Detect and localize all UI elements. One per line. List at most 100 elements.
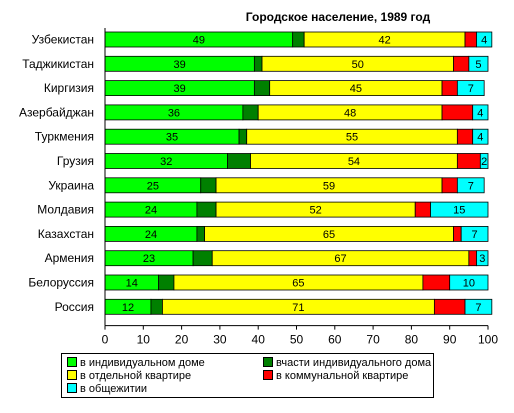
bar-segment	[422, 274, 451, 291]
data-label: 49	[193, 35, 205, 47]
bar-segment	[464, 31, 477, 48]
bar-segment	[253, 55, 263, 72]
category-label: Азербайджан	[19, 105, 94, 119]
bar-segment	[441, 177, 458, 194]
category-label: Грузия	[57, 154, 94, 168]
data-label: 4	[477, 132, 483, 144]
data-label: 12	[122, 302, 134, 314]
bar-segment	[456, 128, 474, 145]
data-label: 35	[166, 132, 178, 144]
category-label: Казахстан	[38, 227, 94, 241]
x-tick-label: 20	[175, 333, 189, 347]
x-tick-label: 70	[366, 333, 380, 347]
x-tick-label: 60	[328, 333, 342, 347]
bar-segment	[414, 201, 431, 218]
data-label: 2	[481, 156, 487, 168]
legend-item-individual-house: в индивидуальном доме	[67, 357, 205, 369]
category-label: Армения	[45, 251, 94, 265]
data-label: 14	[126, 278, 138, 290]
bar-segment	[460, 225, 489, 242]
bar-segment	[158, 274, 175, 291]
legend-swatch-dormitory	[67, 383, 77, 393]
data-label: 7	[475, 302, 481, 314]
category-label: Туркмения	[35, 130, 94, 144]
legend-label: в коммунальной квартире	[276, 370, 409, 382]
x-tick-label: 40	[252, 333, 266, 347]
bar-segment	[456, 153, 481, 169]
data-label: 24	[145, 205, 157, 217]
legend-label: в индивидуальном доме	[80, 357, 205, 369]
x-tick-label: 90	[443, 333, 457, 347]
bar-segment	[472, 104, 489, 121]
legend-item-separate-apartment: в отдельной квартире	[67, 370, 191, 382]
bar-segment	[150, 298, 163, 315]
data-label: 67	[334, 253, 346, 265]
x-tick-label: 80	[405, 333, 419, 347]
category-label: Киргизия	[44, 81, 94, 95]
data-label: 59	[323, 180, 335, 192]
x-tick-label: 100	[478, 333, 498, 347]
legend-item-communal-apartment: в коммунальной квартире	[263, 370, 408, 382]
category-label: Россия	[55, 300, 94, 314]
bar-segment	[468, 250, 477, 267]
data-label: 39	[174, 59, 186, 71]
data-label: 52	[310, 205, 322, 217]
bar-segment	[456, 80, 485, 96]
bar-segment	[441, 104, 474, 121]
data-label: 7	[468, 180, 474, 192]
bar-segment	[456, 177, 485, 194]
data-label: 65	[292, 278, 304, 290]
data-label: 15	[453, 205, 465, 217]
category-label: Белоруссия	[28, 276, 94, 290]
category-labels: Узбекистан Таджикистан Киргизия Азербайджан…	[19, 33, 94, 314]
data-label: 7	[472, 229, 478, 241]
x-tick-label: 50	[290, 333, 304, 347]
legend-swatch-separate-apartment	[67, 370, 77, 380]
legend-swatch-individual-house	[67, 357, 77, 367]
data-label: 10	[463, 278, 475, 290]
x-tick-label: 10	[137, 333, 151, 347]
data-label: 25	[147, 180, 159, 192]
bar-segment	[227, 153, 251, 169]
chart-title: Городское население, 1989 год	[246, 10, 431, 24]
bar-segment	[449, 274, 489, 291]
category-label: Таджикистан	[22, 57, 94, 71]
bar-segment	[200, 177, 217, 194]
bar-segment	[242, 104, 259, 121]
legend-swatch-communal-apartment	[263, 370, 273, 380]
data-label: 4	[481, 35, 487, 47]
bars-layer: 49 42 439 50 539 45 736 48 435 55 432 54 225 59 724 52 1…	[104, 31, 493, 315]
category-label: Молдавия	[37, 203, 94, 217]
x-axis: 0 10 20 30 40 50 60 70 80 90 100	[102, 28, 498, 347]
data-label: 5	[475, 59, 481, 71]
data-label: 36	[168, 107, 180, 119]
legend-label: вчасти индивидуального дома	[276, 357, 432, 369]
legend-item-dormitory: в общежитии	[67, 383, 147, 395]
category-label: Узбекистан	[32, 33, 94, 47]
data-label: 32	[160, 156, 172, 168]
data-label: 54	[348, 156, 360, 168]
bar-segment	[253, 80, 271, 96]
data-label: 4	[477, 107, 483, 119]
data-label: 45	[350, 83, 362, 95]
bar-segment	[430, 201, 489, 218]
bar-segment	[453, 225, 462, 242]
bar-segment	[292, 31, 305, 48]
category-label: Украина	[48, 178, 94, 192]
data-label: 23	[143, 253, 155, 265]
data-label: 7	[468, 83, 474, 95]
data-label: 65	[323, 229, 335, 241]
data-label: 55	[346, 132, 358, 144]
bar-segment	[464, 298, 493, 315]
data-label: 24	[145, 229, 157, 241]
bar-segment	[433, 298, 466, 315]
data-label: 39	[174, 83, 186, 95]
bar-segment	[192, 250, 213, 267]
legend-swatch-part-house	[263, 357, 273, 367]
data-label: 42	[378, 35, 390, 47]
legend-label: в отдельной квартире	[80, 370, 192, 382]
bar-segment	[468, 55, 489, 72]
bar-segment	[441, 80, 458, 96]
